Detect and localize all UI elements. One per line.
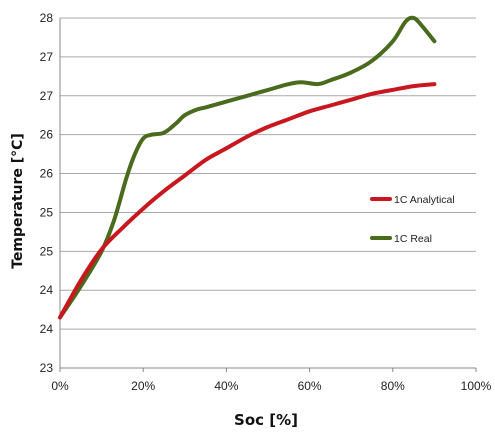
y-tick-label: 26 — [40, 128, 54, 142]
axes — [59, 18, 477, 372]
series-line-analytical — [58, 82, 437, 320]
series-line-real — [58, 15, 437, 320]
x-tick-label: 80% — [381, 379, 405, 393]
legend-label-analytical: 1C Analytical — [394, 194, 455, 206]
series-lines — [58, 15, 437, 320]
x-tick-label: 40% — [214, 379, 238, 393]
x-tick-label: 20% — [131, 379, 155, 393]
legend: 1C Analytical 1C Real — [370, 194, 455, 245]
y-tick-label: 28 — [40, 11, 54, 25]
y-tick-label: 25 — [40, 205, 54, 219]
y-tick-label: 24 — [40, 322, 54, 336]
y-tick-label: 25 — [40, 244, 54, 258]
y-tick-label: 27 — [40, 89, 54, 103]
x-tick-label: 60% — [298, 379, 322, 393]
y-tick-label: 27 — [40, 50, 54, 64]
legend-label-real: 1C Real — [394, 233, 432, 245]
y-tick-label: 24 — [40, 283, 54, 297]
y-axis-title: Temperature [°C] — [10, 133, 26, 269]
x-tick-label: 100% — [461, 379, 492, 393]
tick-labels: 23 24 24 25 25 26 26 27 27 28 0% 20% 40% 60% 80% 100% — [40, 11, 492, 393]
x-axis-title: Soc [%] — [234, 411, 298, 429]
y-tick-label: 23 — [40, 361, 54, 375]
gridlines — [60, 17, 476, 330]
y-tick-label: 26 — [40, 167, 54, 181]
x-tick-label: 0% — [51, 379, 69, 393]
